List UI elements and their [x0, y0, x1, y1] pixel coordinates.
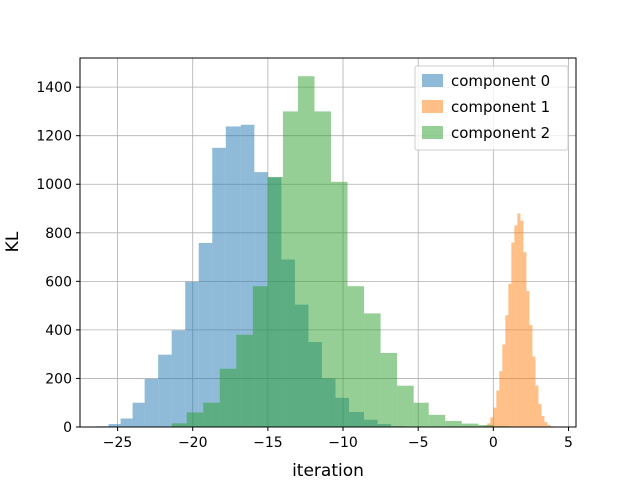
histogram-bar-series-2: [282, 111, 298, 427]
legend-swatch: [422, 126, 443, 139]
histogram-bar-series-2: [445, 420, 462, 427]
histogram-bar-series-2: [413, 402, 429, 427]
y-tick-label: 800: [45, 226, 72, 242]
histogram-bar-series-1: [535, 385, 539, 427]
histogram-bar-series-0: [120, 418, 133, 427]
histogram-bar-series-1: [520, 220, 524, 427]
histogram-bar-series-2: [267, 176, 283, 427]
histogram-bar-series-2: [297, 76, 315, 427]
legend: component 0 component 1 component 2: [414, 65, 569, 151]
histogram-bar-series-0: [171, 330, 186, 427]
histogram-bar-series-0: [132, 402, 145, 427]
y-tick-label: 1400: [36, 80, 72, 96]
x-axis-ticks: −25 −20 −15 −10 −5 0 5: [103, 427, 573, 451]
histogram-bar-series-1: [532, 356, 536, 427]
histogram-bar-series-1: [490, 417, 494, 427]
legend-label: component 1: [451, 98, 550, 116]
histogram-bar-series-1: [547, 425, 551, 427]
histogram-bar-series-2: [380, 352, 398, 427]
histogram-bar-series-2: [347, 286, 365, 427]
y-tick-label: 200: [45, 371, 72, 387]
legend-swatch: [422, 74, 443, 87]
histogram-bar-series-1: [508, 283, 512, 427]
histogram-bar-series-2: [364, 313, 381, 427]
histogram-bar-series-2: [461, 423, 479, 427]
y-axis-ticks: 0 200 400 600 800 1000 1200 1400: [36, 80, 80, 436]
histogram-bar-series-1: [493, 407, 497, 427]
y-axis-label: KL: [3, 231, 23, 252]
plot-frame: [79, 57, 577, 428]
x-axis-label: iteration: [292, 461, 364, 480]
histogram-bar-series-1: [529, 325, 533, 427]
histogram-bar-series-2: [478, 425, 494, 427]
y-tick-label: 400: [45, 323, 72, 339]
histogram-bar-series-2: [219, 368, 237, 427]
histogram-bar-series-2: [203, 402, 220, 427]
histogram-bar-series-2: [171, 423, 187, 427]
histogram-bar-series-2: [428, 414, 446, 427]
histogram-bar-series-1: [541, 416, 545, 427]
histogram-bar-series-0: [212, 147, 226, 427]
x-tick-label: −15: [253, 435, 283, 451]
histogram-bar-series-1: [496, 390, 500, 427]
y-tick-label: 1000: [36, 177, 72, 193]
y-tick-label: 600: [45, 274, 72, 290]
x-tick-label: 5: [564, 435, 573, 451]
legend-box: [414, 65, 569, 151]
histogram-bar-series-0: [108, 424, 121, 427]
histogram-bar-series-2: [397, 385, 414, 427]
histogram-bar-series-0: [158, 354, 172, 427]
y-tick-label: 1200: [36, 129, 72, 145]
legend-label: component 0: [451, 72, 550, 90]
histogram-bar-series-1: [499, 371, 503, 427]
y-tick-label: 0: [63, 420, 72, 436]
histogram-bar-series-0: [185, 281, 199, 427]
histogram-bar-series-1: [505, 315, 509, 427]
histogram-bar-series-1: [526, 291, 530, 427]
histogram-bar-series-0: [144, 378, 159, 427]
histogram-bar-series-1: [517, 213, 521, 427]
histogram-bars: [96, 76, 554, 428]
histogram-bar-series-2: [236, 334, 253, 427]
x-tick-label: −20: [178, 435, 208, 451]
histogram-bar-series-2: [186, 412, 204, 427]
histogram-bar-series-2: [314, 111, 332, 427]
legend-swatch: [422, 100, 443, 113]
x-tick-label: −10: [328, 435, 358, 451]
histogram-bar-series-1: [514, 225, 518, 427]
histogram-bar-series-2: [331, 181, 348, 427]
x-tick-label: −5: [408, 435, 429, 451]
histogram-bar-series-1: [523, 252, 527, 427]
legend-label: component 2: [451, 124, 550, 142]
x-tick-label: 0: [489, 435, 498, 451]
histogram-bar-series-1: [511, 242, 515, 427]
x-tick-label: −25: [103, 435, 133, 451]
histogram-bar-series-0: [198, 242, 213, 427]
histogram-bar-series-2: [252, 286, 268, 427]
histogram-bar-series-1: [538, 403, 542, 427]
histogram-bar-series-1: [502, 344, 506, 427]
histogram-bar-series-1: [544, 422, 548, 427]
